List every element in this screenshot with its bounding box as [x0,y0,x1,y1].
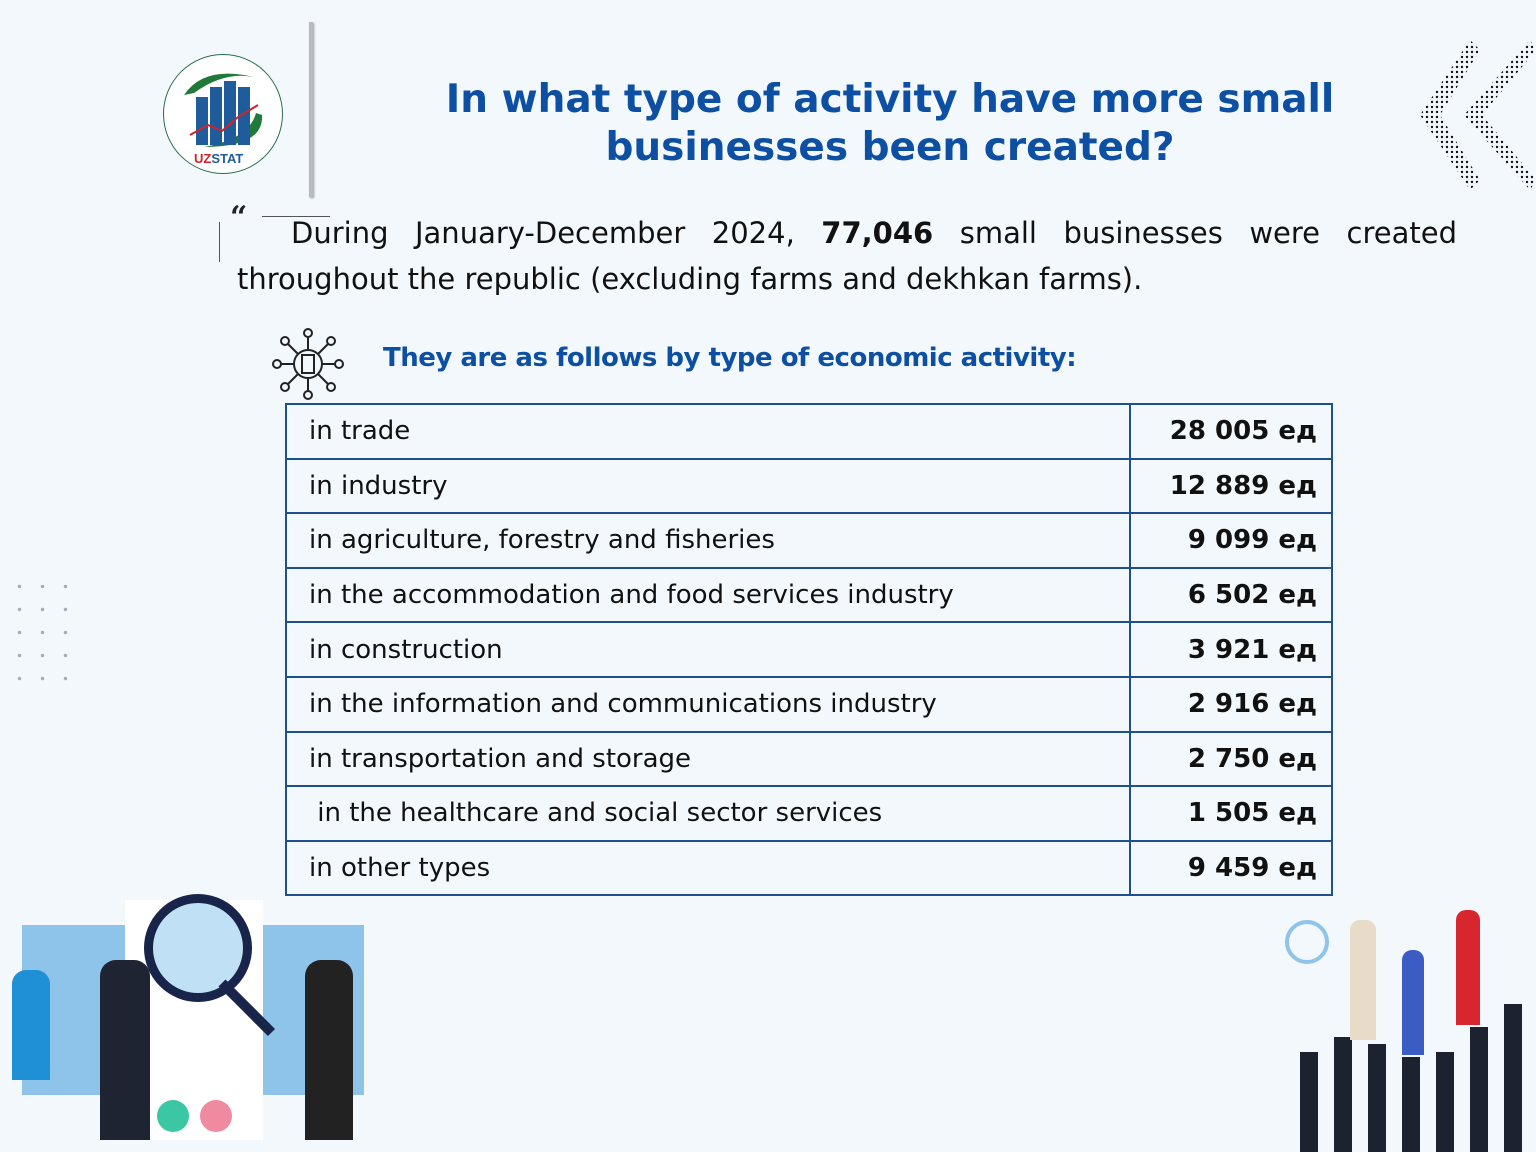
value-cell: 9 459 ед [1129,839,1333,897]
value-cell: 2 750 ед [1129,730,1333,788]
decorative-dots [8,575,68,695]
table-row: in other types 9 459 ед [285,839,1333,897]
uzstat-logo: UZSTAT [163,54,283,174]
value-cell: 6 502 ед [1129,566,1333,624]
activity-cell: in trade [285,403,1131,460]
intro-after: small businesses were created throughout… [237,216,1457,296]
divider [262,216,330,217]
activity-cell: in the healthcare and social sector serv… [285,785,1131,842]
intro-before: During January-December 2024, [291,216,822,250]
activity-table: in trade 28 005 ед in industry 12 889 ед in … [285,403,1333,897]
divider [309,22,313,197]
divider [219,222,220,262]
value-cell: 12 889 ед [1129,457,1333,515]
value-cell: 2 916 ед [1129,675,1333,733]
svg-text:UZSTAT: UZSTAT [194,151,243,166]
table-row: in the accommodation and food services i… [285,566,1333,624]
activity-cell: in agriculture, forestry and fisheries [285,512,1131,569]
table-row: in the healthcare and social sector serv… [285,785,1333,842]
activity-cell: in the accommodation and food services i… [285,566,1131,624]
intro-text: During January-December 2024, 77,046 sma… [237,210,1457,302]
decorative-dot-chevrons [1420,40,1536,190]
section-subtitle: They are as follows by type of economic … [383,343,1077,373]
table-row: in the information and communications in… [285,675,1333,733]
table-row: in transportation and storage 2 750 ед [285,730,1333,788]
value-cell: 1 505 ед [1129,785,1333,842]
hr-recruitment-illustration [0,890,380,1152]
quote-icon: “ [230,200,248,235]
page-title: In what type of activity have more small… [445,77,1335,170]
network-building-icon [272,328,344,400]
activity-cell: in industry [285,457,1131,515]
total-count: 77,046 [821,216,934,250]
table-row: in agriculture, forestry and fisheries 9 … [285,512,1333,569]
activity-cell: in the information and communications in… [285,675,1131,733]
value-cell: 28 005 ед [1129,403,1333,460]
table-row: in construction 3 921 ед [285,621,1333,678]
table-row: in trade 28 005 ед [285,403,1333,460]
table-row: in industry 12 889 ед [285,457,1333,515]
value-cell: 9 099 ед [1129,512,1333,569]
activity-cell: in other types [285,839,1131,897]
activity-cell: in transportation and storage [285,730,1131,788]
business-growth-illustration [1280,880,1536,1152]
value-cell: 3 921 ед [1129,621,1333,678]
activity-cell: in construction [285,621,1131,678]
